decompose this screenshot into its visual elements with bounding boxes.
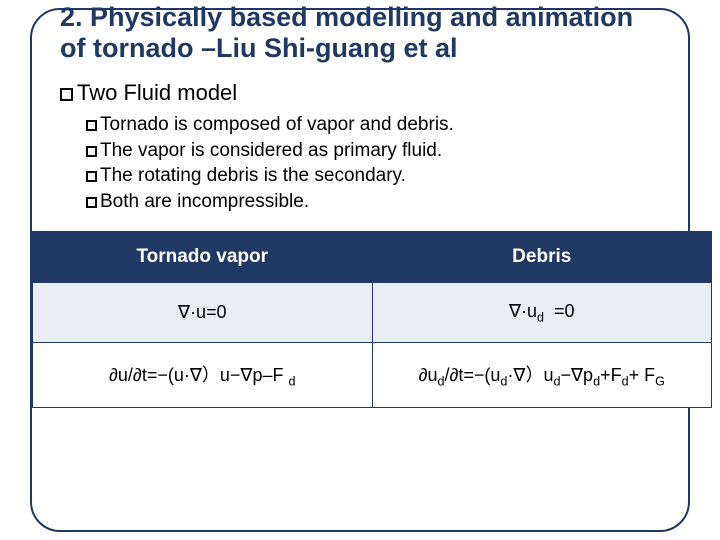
table-header: Tornado vapor xyxy=(33,231,373,282)
bullet-box-icon xyxy=(60,88,73,101)
bullet-box-icon xyxy=(86,171,97,182)
equation-table: Tornado vapor Debris ∇·u=0 ∇·ud =0 ∂u/∂t… xyxy=(32,231,712,408)
bullet-l2-text: The vapor is considered as primary fluid… xyxy=(100,140,442,161)
table-header: Debris xyxy=(372,231,712,282)
bullet-box-icon xyxy=(86,146,97,157)
bullet-l2-text: The rotating debris is the secondary. xyxy=(100,165,406,186)
table-cell: ∂ud/∂t=−(ud·∇）ud−∇pd+Fd+ FG xyxy=(372,343,712,408)
bullet-box-icon xyxy=(86,197,97,208)
bullet-l1-text: Two Fluid model xyxy=(77,80,237,105)
bullet-level1: Two Fluid model xyxy=(60,80,660,106)
bullet-level2-group: Tornado is composed of vapor and debris.… xyxy=(86,112,660,215)
bullet-box-icon xyxy=(86,120,97,131)
table-cell: ∇·ud =0 xyxy=(372,282,712,343)
table-row: ∂u/∂t=−(u·∇）u−∇p–F d ∂ud/∂t=−(ud·∇）ud−∇p… xyxy=(33,343,712,408)
table-cell: ∇·u=0 xyxy=(33,282,373,343)
bullet-level2: Tornado is composed of vapor and debris. xyxy=(86,112,660,138)
bullet-level2: The rotating debris is the secondary. xyxy=(86,163,660,189)
table-header-row: Tornado vapor Debris xyxy=(33,231,712,282)
bullet-level2: Both are incompressible. xyxy=(86,189,660,215)
bullet-level2: The vapor is considered as primary fluid… xyxy=(86,138,660,164)
table-row: ∇·u=0 ∇·ud =0 xyxy=(33,282,712,343)
bullet-l2-text: Tornado is composed of vapor and debris. xyxy=(100,114,454,135)
table-cell: ∂u/∂t=−(u·∇）u−∇p–F d xyxy=(33,343,373,408)
slide-content: 2. Physically based modelling and animat… xyxy=(0,0,720,408)
bullet-l2-text: Both are incompressible. xyxy=(100,191,309,212)
slide-title: 2. Physically based modelling and animat… xyxy=(60,2,660,64)
